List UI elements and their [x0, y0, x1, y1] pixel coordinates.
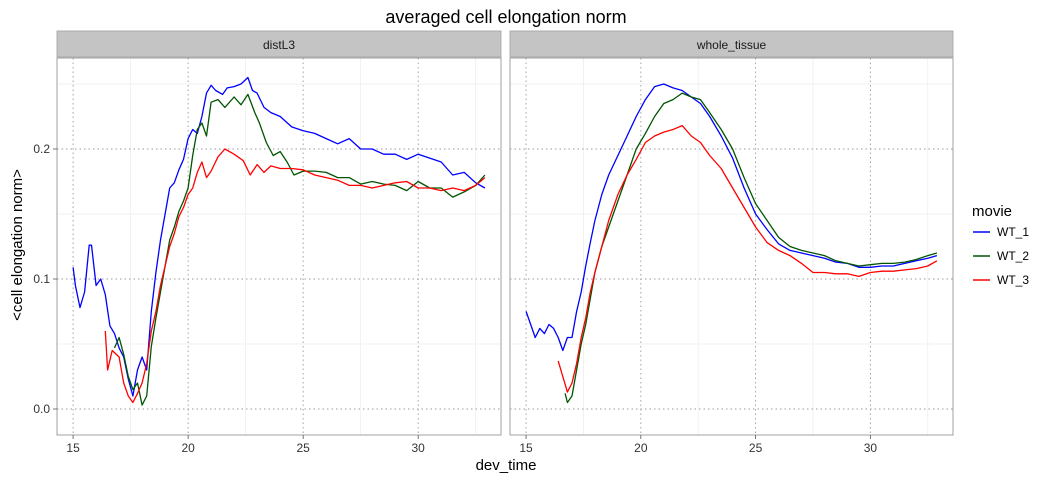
legend: movie WT_1 WT_2 WT_3 — [972, 203, 1029, 287]
panel-distL3-x-tick-label: 20 — [181, 441, 195, 455]
panel-distL3-series-wt-1 — [72, 76, 486, 397]
legend-label-wt-2: WT_2 — [997, 249, 1029, 263]
panel-distL3-strip-label: distL3 — [263, 38, 295, 52]
panel-whole-tissue-plot-area — [510, 58, 953, 435]
panel-whole-tissue-x-tick-label: 30 — [864, 441, 878, 455]
panel-whole-tissue-border — [509, 57, 954, 436]
chart-title: averaged cell elongation norm — [385, 7, 626, 27]
panel-whole-tissue-strip-label: whole_tissue — [696, 38, 767, 52]
x-axis-title: dev_time — [476, 457, 537, 474]
y-tick-label: 0.0 — [33, 402, 50, 416]
panel-whole-tissue-x-tick-label: 20 — [634, 441, 648, 455]
y-tick-label: 0.2 — [33, 142, 50, 156]
panel-distL3-series-wt-3 — [104, 148, 486, 404]
legend-label-wt-1: WT_1 — [997, 225, 1029, 239]
panel-whole-tissue-x-tick-label: 15 — [519, 441, 533, 455]
panels: distL3 15 20 25 30 0.0 0.1 0.2 whole_tissue 15 20 2… — [33, 30, 954, 455]
panel-distL3-x-tick-label: 15 — [66, 441, 80, 455]
panel-distL3-x-tick-label: 30 — [412, 441, 426, 455]
legend-label-wt-3: WT_3 — [997, 273, 1029, 287]
y-tick-label: 0.1 — [33, 272, 50, 286]
panel-distL3-series-wt-2 — [113, 93, 486, 406]
panel-distL3-plot-area — [57, 58, 501, 435]
panel-whole-tissue-series-wt-3 — [557, 124, 938, 393]
y-axis-title: <cell elongation norm> — [9, 169, 26, 321]
legend-title: movie — [972, 203, 1012, 220]
panel-whole-tissue-strip — [509, 30, 954, 58]
panel-distL3-border — [56, 57, 502, 436]
panel-distL3-x-tick-label: 25 — [296, 441, 310, 455]
panel-distL3-strip — [56, 30, 502, 58]
panel-whole-tissue-x-tick-label: 25 — [749, 441, 763, 455]
